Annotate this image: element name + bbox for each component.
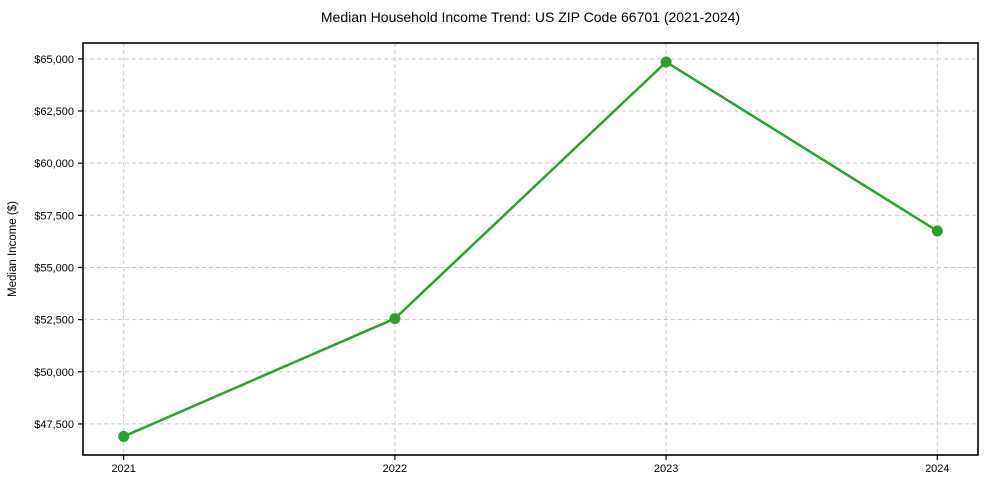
y-tick-label: $62,500 <box>34 106 74 118</box>
y-tick-label: $50,000 <box>34 367 74 379</box>
plot-border <box>82 42 979 456</box>
y-tick-label: $47,500 <box>34 419 74 431</box>
y-axis-label: Median Income ($) <box>7 201 19 297</box>
y-tick-label: $55,000 <box>34 262 74 274</box>
data-point <box>389 313 401 325</box>
x-tick-label: 2021 <box>111 463 135 475</box>
x-tick-label: 2023 <box>654 463 678 475</box>
chart-title: Median Household Income Trend: US ZIP Co… <box>321 9 740 25</box>
data-point <box>931 225 943 237</box>
x-tick-label: 2024 <box>925 463 949 475</box>
series-line <box>122 60 939 438</box>
data-point <box>660 56 672 68</box>
y-tick-label: $60,000 <box>34 158 74 170</box>
data-point <box>118 430 130 442</box>
y-tick-label: $52,500 <box>34 315 74 327</box>
y-tick-label: $65,000 <box>34 54 74 66</box>
y-tick-label: $57,500 <box>34 210 74 222</box>
x-tick-label: 2022 <box>383 463 407 475</box>
